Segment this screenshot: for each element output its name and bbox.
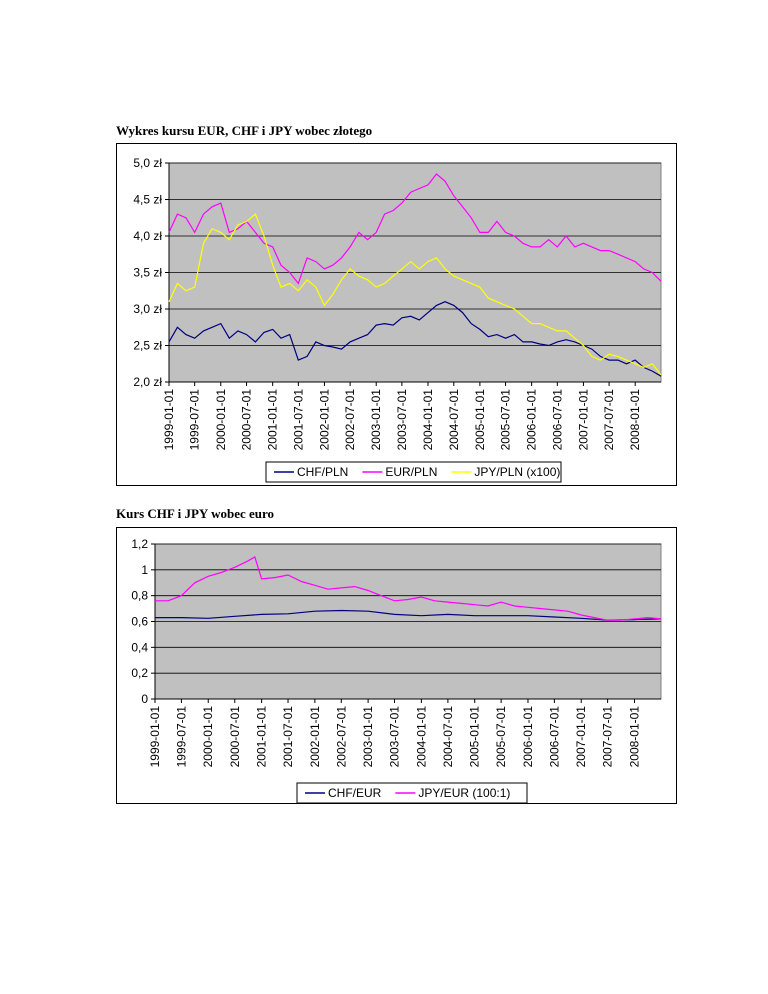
chart2-heading: Kurs CHF i JPY wobec euro	[116, 506, 275, 521]
series-line	[155, 609, 662, 621]
x-tick-label: 2003-01-01	[369, 389, 383, 451]
x-tick-label: 2004-07-01	[441, 706, 455, 768]
x-tick-label: 2000-01-01	[201, 706, 215, 768]
legend-label: JPY/PLN (x100)	[474, 465, 560, 479]
y-tick-label: 0,2	[131, 666, 148, 680]
x-tick-label: 2008-01-01	[628, 389, 642, 451]
y-tick-label: 4,0 zł	[133, 229, 162, 243]
x-tick-label: 2004-01-01	[414, 706, 428, 768]
x-tick-label: 2002-01-01	[317, 389, 331, 451]
x-tick-label: 2001-07-01	[281, 706, 295, 768]
x-tick-label: 2006-07-01	[550, 389, 564, 451]
x-tick-label: 2008-01-01	[627, 706, 641, 768]
y-tick-label: 3,5 zł	[133, 266, 162, 280]
y-tick-label: 4,5 zł	[133, 193, 162, 207]
x-tick-label: 2003-07-01	[395, 389, 409, 451]
x-tick-label: 2000-07-01	[228, 706, 242, 768]
x-tick-label: 2007-01-01	[574, 706, 588, 768]
x-tick-label: 2003-01-01	[361, 706, 375, 768]
y-tick-label: 5,0 zł	[133, 156, 162, 170]
x-tick-label: 2000-07-01	[240, 389, 254, 451]
series-line	[168, 301, 662, 377]
x-tick-label: 2005-07-01	[494, 706, 508, 768]
chart1-frame: 2,0 zł 2,5 zł 3,0 zł 3,5 zł 4,0 zł 4,5 zł 5,0 …	[116, 143, 677, 486]
y-tick-label: 2,0 zł	[133, 375, 162, 389]
x-tick-label: 1999-07-01	[174, 706, 188, 768]
legend-label: CHF/EUR	[328, 786, 382, 800]
x-tick-label: 1999-01-01	[162, 389, 176, 451]
y-tick-label: 0,6	[131, 615, 148, 629]
legend-label: CHF/PLN	[297, 465, 348, 479]
x-tick-label: 2005-01-01	[468, 706, 482, 768]
x-tick-label: 2007-07-01	[601, 706, 615, 768]
y-tick-label: 0,4	[131, 640, 148, 654]
x-tick-label: 1999-07-01	[188, 389, 202, 451]
chart2-frame: 0 0,2 0,4 0,6 0,8 1 1,2 1999-01-01 1999-07-01 200…	[116, 527, 677, 804]
x-tick-label: 2001-07-01	[291, 389, 305, 451]
y-tick-label: 0,8	[131, 589, 148, 603]
x-tick-label: 2006-01-01	[525, 389, 539, 451]
y-tick-label: 2,5 zł	[133, 339, 162, 353]
x-tick-label: 2004-07-01	[447, 389, 461, 451]
x-tick-label: 2003-07-01	[388, 706, 402, 768]
y-tick-label: 1	[141, 563, 148, 577]
x-tick-label: 2007-07-01	[602, 389, 616, 451]
series-line	[155, 555, 662, 621]
legend-label: JPY/EUR (100:1)	[418, 786, 510, 800]
x-tick-label: 2005-01-01	[473, 389, 487, 451]
x-tick-label: 2006-01-01	[521, 706, 535, 768]
legend-label: EUR/PLN	[385, 465, 437, 479]
series-line	[168, 213, 662, 376]
x-tick-label: 2002-07-01	[343, 389, 357, 451]
x-tick-label: 2006-07-01	[547, 706, 561, 768]
x-tick-label: 2001-01-01	[266, 389, 280, 451]
x-tick-label: 2002-01-01	[308, 706, 322, 768]
chart2-svg: 0 0,2 0,4 0,6 0,8 1 1,2 1999-01-01 1999-07-01 200…	[131, 537, 662, 804]
x-tick-label: 2005-07-01	[499, 389, 513, 451]
chart1-svg: 2,0 zł 2,5 zł 3,0 zł 3,5 zł 4,0 zł 4,5 zł 5,0 …	[133, 156, 662, 483]
x-tick-label: 2001-01-01	[255, 706, 269, 768]
y-tick-label: 0	[141, 692, 148, 706]
x-tick-label: 2002-07-01	[334, 706, 348, 768]
series-line	[168, 173, 662, 285]
y-tick-label: 3,0 zł	[133, 302, 162, 316]
legend-box	[265, 461, 562, 483]
x-tick-label: 2004-01-01	[421, 389, 435, 451]
chart1-heading: Wykres kursu EUR, CHF i JPY wobec złoteg…	[116, 123, 373, 138]
x-tick-label: 2000-01-01	[214, 389, 228, 451]
x-tick-label: 2007-01-01	[576, 389, 590, 451]
x-tick-label: 1999-01-01	[148, 706, 162, 768]
y-tick-label: 1,2	[131, 537, 148, 551]
